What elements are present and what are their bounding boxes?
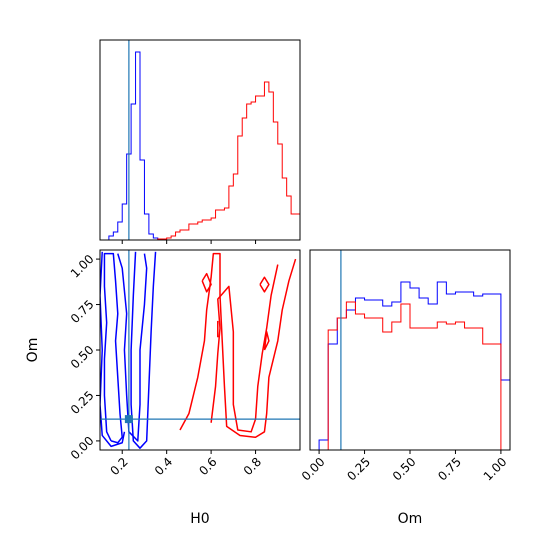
contour-series_b (179, 252, 297, 439)
x-tick-label: 0.8 (241, 455, 264, 478)
y-tick-label: 0.75 (68, 297, 97, 326)
x-tick-label: 0.25 (344, 455, 373, 484)
x-axis-label: Om (398, 511, 423, 527)
truth-marker (124, 415, 133, 424)
histogram-step-series_a (100, 51, 300, 241)
y-tick-label: 0.50 (68, 343, 97, 372)
x-tick-label: 0.00 (299, 455, 328, 484)
panel-hist-H0 (99, 39, 301, 244)
contour-lines (100, 251, 297, 449)
contour-series_b (201, 272, 212, 293)
y-tick-label: 0.00 (68, 434, 97, 463)
x-tick-label: 0.75 (435, 455, 464, 484)
contour-series_b (263, 331, 270, 351)
x-tick-label: 1.00 (481, 455, 510, 484)
panel-contour-H0-Om: 0.2 0.4 0.6 0.8 0.00 0.25 0.50 0.75 1.00 H0 Om (25, 249, 301, 527)
y-axis-label: Om (25, 338, 41, 363)
panel-hist-Om: 0.00 0.25 0.50 0.75 1.00 Om (299, 249, 511, 527)
contour-series_b (210, 264, 279, 433)
x-tick-label: 0.50 (390, 455, 419, 484)
contour-series_a (103, 252, 123, 444)
y-tick-label: 1.00 (68, 252, 97, 281)
y-tick-label: 0.25 (68, 388, 97, 417)
x-tick-label: 0.2 (107, 455, 130, 478)
histogram-step-series_b (310, 301, 510, 451)
x-tick-label: 0.4 (152, 455, 175, 478)
axes-frame (99, 39, 301, 241)
axes-frame (309, 249, 511, 451)
x-axis-label: H0 (190, 511, 209, 527)
contour-series_a (130, 251, 157, 449)
histogram-step-series_b (100, 81, 301, 241)
x-tick-label: 0.6 (196, 455, 219, 478)
contour-series_b (259, 276, 270, 293)
